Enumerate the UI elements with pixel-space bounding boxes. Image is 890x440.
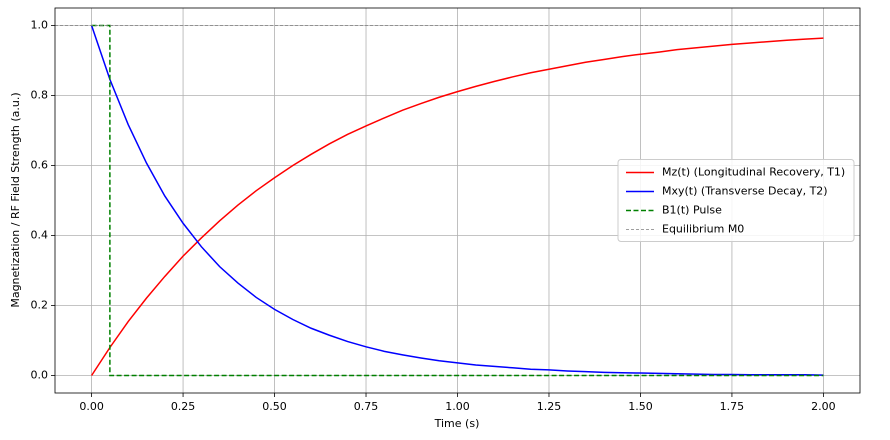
legend-label: B1(t) Pulse (662, 204, 722, 217)
y-tick-label: 0.4 (31, 229, 49, 242)
legend-label: Equilibrium M0 (662, 223, 744, 236)
series-line (90, 25, 824, 376)
x-tick-label: 2.00 (811, 400, 836, 413)
x-tick-label: 1.50 (628, 400, 653, 413)
x-tick-label: 0.75 (354, 400, 379, 413)
x-tick-label: 0.50 (262, 400, 287, 413)
x-tick-label: 1.75 (720, 400, 745, 413)
x-tick-label: 0.00 (79, 400, 104, 413)
x-tick-label: 1.25 (537, 400, 562, 413)
legend-box (617, 159, 855, 242)
series-line (90, 37, 824, 376)
y-tick-label: 1.0 (31, 19, 49, 32)
y-tick-label: 0.6 (31, 159, 49, 172)
y-tick-label: 0.8 (31, 89, 49, 102)
legend-label: Mz(t) (Longitudinal Recovery, T1) (662, 166, 845, 179)
x-tick-label: 0.25 (171, 400, 196, 413)
y-axis-label: Magnetization / RF Field Strength (a.u.) (9, 92, 22, 307)
plot-frame (54, 7, 861, 394)
y-tick-label: 0.2 (31, 299, 49, 312)
x-tick-label: 1.00 (445, 400, 470, 413)
legend-label: Mxy(t) (Transverse Decay, T2) (662, 185, 828, 198)
y-tick-label: 0.0 (31, 369, 49, 382)
x-axis-label: Time (s) (434, 417, 480, 430)
